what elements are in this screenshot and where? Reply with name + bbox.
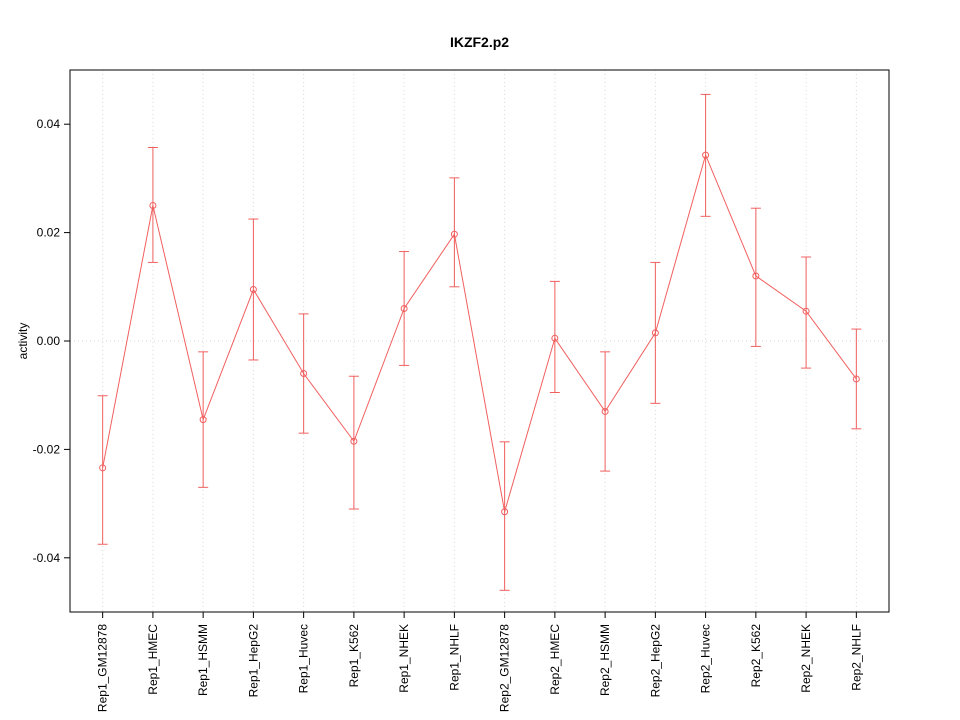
y-axis-label: activity <box>16 323 30 360</box>
data-point <box>400 304 408 312</box>
data-point <box>601 407 609 415</box>
x-tick-label: Rep1_HSMM <box>196 624 210 696</box>
x-tick-label: Rep2_HSMM <box>598 624 612 696</box>
x-tick-label: Rep1_HMEC <box>146 624 160 695</box>
x-tick-label: Rep1_GM12878 <box>96 624 110 712</box>
data-point <box>450 230 458 238</box>
x-tick-label: Rep2_Huvec <box>699 624 713 693</box>
data-point <box>501 508 509 516</box>
x-tick-label: Rep2_HepG2 <box>648 624 662 698</box>
data-point <box>651 329 659 337</box>
y-tick-label: -0.02 <box>33 442 61 456</box>
x-tick-label: Rep2_NHEK <box>799 624 813 693</box>
data-point <box>249 286 257 294</box>
x-tick-label: Rep1_NHLF <box>447 624 461 691</box>
data-point <box>852 375 860 383</box>
data-point <box>149 202 157 209</box>
data-point <box>199 416 207 424</box>
data-point <box>300 370 308 378</box>
chart-title: IKZF2.p2 <box>450 34 509 50</box>
x-tick-label: Rep1_HepG2 <box>246 624 260 698</box>
x-tick-label: Rep2_K562 <box>749 624 763 688</box>
y-tick-label: -0.04 <box>33 551 61 565</box>
y-tick-label: 0.02 <box>37 226 61 240</box>
data-point <box>350 437 358 445</box>
series-line <box>102 153 857 512</box>
x-tick-label: Rep1_K562 <box>347 624 361 688</box>
x-tick-label: Rep2_NHLF <box>849 624 863 691</box>
data-point <box>752 272 760 280</box>
x-tick-label: Rep1_Huvec <box>297 624 311 693</box>
plot-area: -0.04 -0.02 0.00 0.02 0.04 Rep1_GM12878 Rep1_H… <box>33 69 890 712</box>
data-point <box>802 307 810 315</box>
data-point <box>99 464 107 472</box>
data-point <box>551 334 559 342</box>
data-point <box>702 151 710 159</box>
x-tick-label: Rep2_HMEC <box>548 624 562 695</box>
x-tick-label: Rep2_GM12878 <box>498 624 512 712</box>
y-tick-label: 0.04 <box>37 117 61 131</box>
y-tick-label: 0.00 <box>37 334 61 348</box>
x-tick-label: Rep1_NHEK <box>397 624 411 693</box>
